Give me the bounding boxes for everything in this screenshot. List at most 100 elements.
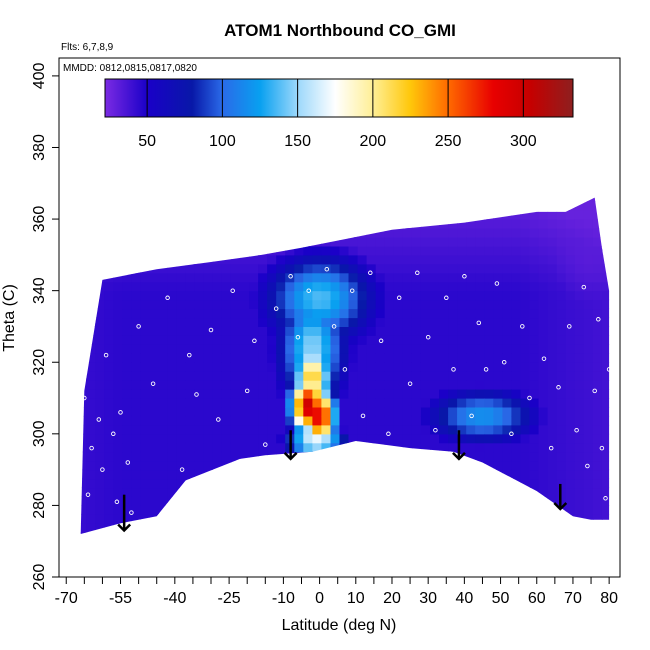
field-cell [412,228,422,238]
field-cell [122,282,132,292]
field-cell [95,362,105,372]
field-cell [186,434,196,444]
field-cell [575,461,585,471]
field-cell [331,273,341,283]
field-cell [358,353,368,363]
field-cell [548,309,558,319]
field-cell [593,255,603,265]
field-cell [584,255,594,265]
field-cell [321,282,331,292]
field-cell [331,344,341,354]
field-cell [186,425,196,435]
field-cell [159,309,169,319]
field-cell [231,273,241,283]
field-cell [267,318,277,328]
field-cell [86,461,96,471]
field-cell [186,273,196,283]
field-cell [249,389,259,399]
field-cell [430,425,440,435]
field-cell [575,300,585,310]
field-cell [430,353,440,363]
field-cell [403,398,413,408]
field-cell [593,371,603,381]
field-cell [213,434,223,444]
field-cell [403,407,413,417]
field-cell [331,353,341,363]
field-cell [484,264,494,274]
field-cell [285,309,295,319]
y-tick-label: 260 [31,564,48,591]
field-cell [412,344,422,354]
field-cell [195,380,205,390]
field-cell [466,389,476,399]
field-cell [168,309,178,319]
field-cell [548,291,558,301]
field-cell [150,309,160,319]
field-cell [421,237,431,247]
field-cell [575,282,585,292]
field-cell [448,318,458,328]
field-cell [104,353,114,363]
field-cell [267,273,277,283]
field-cell [321,335,331,345]
field-cell [204,282,214,292]
field-cell [159,300,169,310]
field-cell [539,461,549,471]
field-cell [267,291,277,301]
field-cell [394,318,404,328]
field-cell [159,398,169,408]
field-cell [249,407,259,417]
field-cell [113,452,123,462]
field-cell [95,514,105,524]
field-cell [358,237,368,247]
field-cell [131,434,141,444]
field-cell [484,362,494,372]
field-cell [276,371,286,381]
field-cell [177,362,187,372]
field-cell [475,326,485,336]
field-cell [502,443,512,453]
field-cell [557,335,567,345]
field-cell [557,407,567,417]
field-cell [502,246,512,256]
field-cell [168,461,178,471]
field-cell [593,344,603,354]
field-cell [376,282,386,292]
field-cell [249,291,259,301]
field-cell [502,309,512,319]
field-cell [358,326,368,336]
field-cell [249,318,259,328]
field-cell [448,443,458,453]
field-cell [575,380,585,390]
field-cell [177,282,187,292]
field-cell [122,416,132,426]
field-cell [276,407,286,417]
field-cell [394,335,404,345]
field-cell [502,255,512,265]
field-cell [502,228,512,238]
field-cell [385,246,395,256]
field-cell [575,425,585,435]
field-cell [249,398,259,408]
field-cell [349,389,359,399]
field-cell [557,353,567,363]
field-cell [195,300,205,310]
field-cell [131,425,141,435]
field-cell [204,318,214,328]
field-cell [140,479,150,489]
chart-subtitle: Flts: 6,7,8,9 [61,42,114,53]
field-cell [150,398,160,408]
field-cell [421,309,431,319]
field-cell [95,497,105,507]
field-cell [385,326,395,336]
field-cell [530,273,540,283]
field-cell [412,353,422,363]
field-cell [222,335,232,345]
field-cell [385,335,395,345]
field-cell [376,389,386,399]
field-cell [466,344,476,354]
field-cell [240,353,250,363]
field-cell [312,353,322,363]
field-cell [394,344,404,354]
field-cell [521,344,531,354]
